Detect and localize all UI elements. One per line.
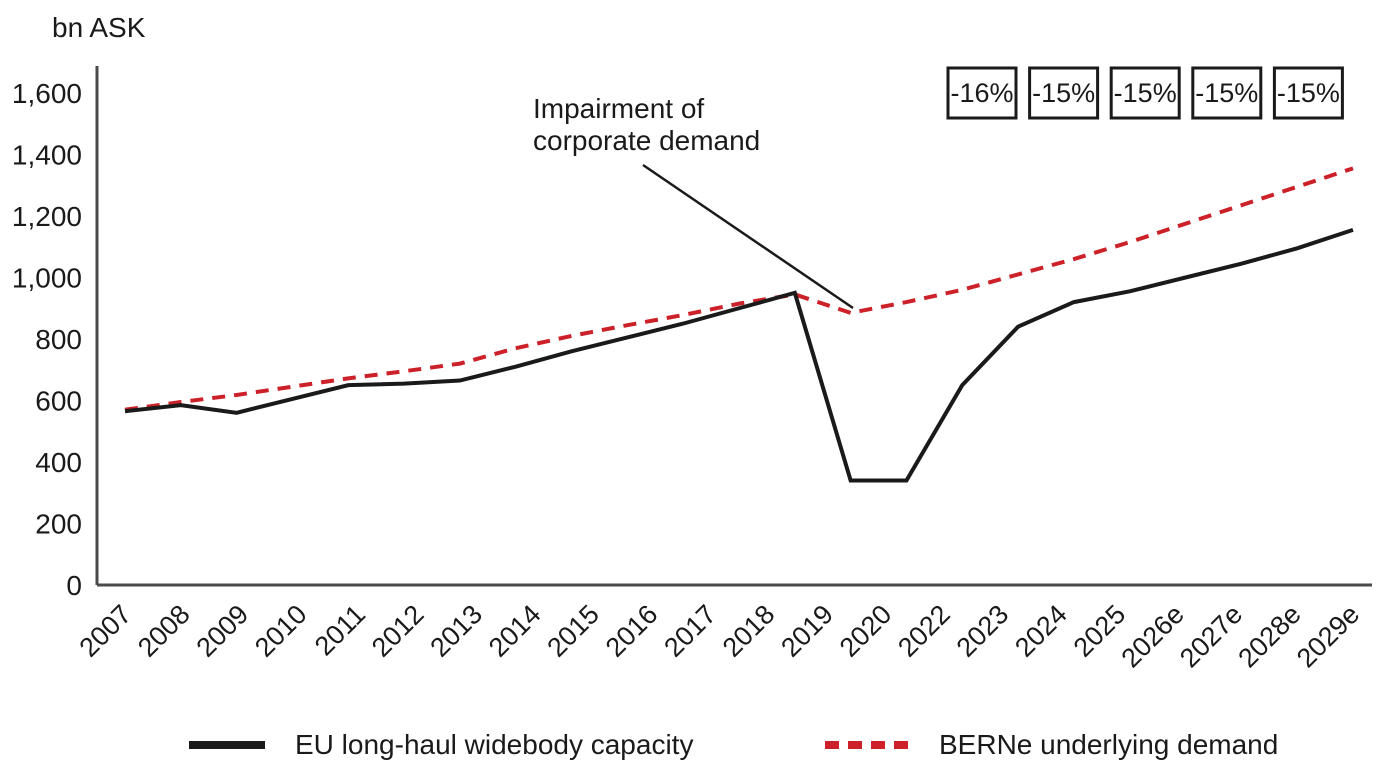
x-tick-label: 2007 bbox=[74, 599, 138, 663]
pct-box bbox=[1028, 66, 1100, 120]
x-tick-label: 2017 bbox=[658, 599, 722, 663]
pct-box bbox=[1272, 66, 1344, 120]
x-tick-label: 2022 bbox=[892, 599, 956, 663]
legend-label-capacity: EU long-haul widebody capacity bbox=[295, 728, 694, 760]
y-tick-label: 0 bbox=[66, 570, 82, 601]
pct-box-label: -15% bbox=[1032, 78, 1095, 108]
x-tick-label: 2027e bbox=[1174, 599, 1248, 673]
x-tick-label: 2020 bbox=[834, 599, 898, 663]
y-axis-unit-label: bn ASK bbox=[52, 12, 146, 43]
legend-label-demand: BERNe underlying demand bbox=[939, 728, 1279, 760]
x-tick-label: 2012 bbox=[366, 599, 430, 663]
x-tick-label: 2015 bbox=[541, 599, 605, 663]
x-tick-label: 2013 bbox=[424, 599, 488, 663]
x-tick-label: 2019 bbox=[775, 599, 839, 663]
impairment-annotation-line2: corporate demand bbox=[533, 125, 760, 156]
x-tick-label: 2010 bbox=[249, 599, 313, 663]
pct-box bbox=[946, 66, 1018, 120]
x-tick-label: 2018 bbox=[717, 599, 781, 663]
y-tick-label: 800 bbox=[35, 324, 82, 355]
y-tick-label: 1,400 bbox=[12, 140, 82, 171]
x-tick-label: 2024 bbox=[1009, 599, 1073, 663]
y-tick-label: 400 bbox=[35, 447, 82, 478]
legend-item-capacity: EU long-haul widebody capacity bbox=[188, 722, 693, 767]
x-tick-label: 2008 bbox=[132, 599, 196, 663]
pct-box bbox=[1109, 66, 1181, 120]
y-tick-label: 600 bbox=[35, 386, 82, 417]
x-tick-label: 2011 bbox=[309, 599, 371, 661]
x-tick-label: 2014 bbox=[483, 599, 547, 663]
pct-box bbox=[1191, 66, 1263, 120]
pct-box-label: -15% bbox=[1195, 78, 1258, 108]
demand-line bbox=[124, 166, 1354, 412]
impairment-annotation-line1: Impairment of bbox=[533, 93, 704, 124]
y-tick-label: 200 bbox=[35, 509, 82, 540]
x-tick-label: 2026e bbox=[1116, 599, 1190, 673]
pct-box-label: -15% bbox=[1277, 78, 1340, 108]
pct-box-label: -16% bbox=[950, 78, 1013, 108]
x-tick-label: 2023 bbox=[951, 599, 1015, 663]
x-tick-label: 2016 bbox=[600, 599, 664, 663]
capacity-demand-line-chart: 02004006008001,0001,2001,4001,6002007200… bbox=[12, 66, 1372, 673]
annotation-leader-line bbox=[642, 163, 854, 310]
y-tick-label: 1,200 bbox=[12, 201, 82, 232]
x-tick-label: 2028e bbox=[1232, 599, 1306, 673]
capacity-line bbox=[124, 227, 1354, 483]
x-tick-label: 2029e bbox=[1291, 599, 1365, 673]
y-tick-label: 1,000 bbox=[12, 263, 82, 294]
legend-item-demand: BERNe underlying demand bbox=[824, 722, 1278, 767]
pct-box-label: -15% bbox=[1114, 78, 1177, 108]
dashed-line-swatch-icon bbox=[825, 740, 909, 749]
chart-legend: EU long-haul widebody capacity BERNe und… bbox=[0, 722, 1400, 767]
solid-line-swatch-icon bbox=[189, 740, 265, 749]
x-tick-label: 2009 bbox=[191, 599, 255, 663]
y-tick-label: 1,600 bbox=[12, 78, 82, 109]
